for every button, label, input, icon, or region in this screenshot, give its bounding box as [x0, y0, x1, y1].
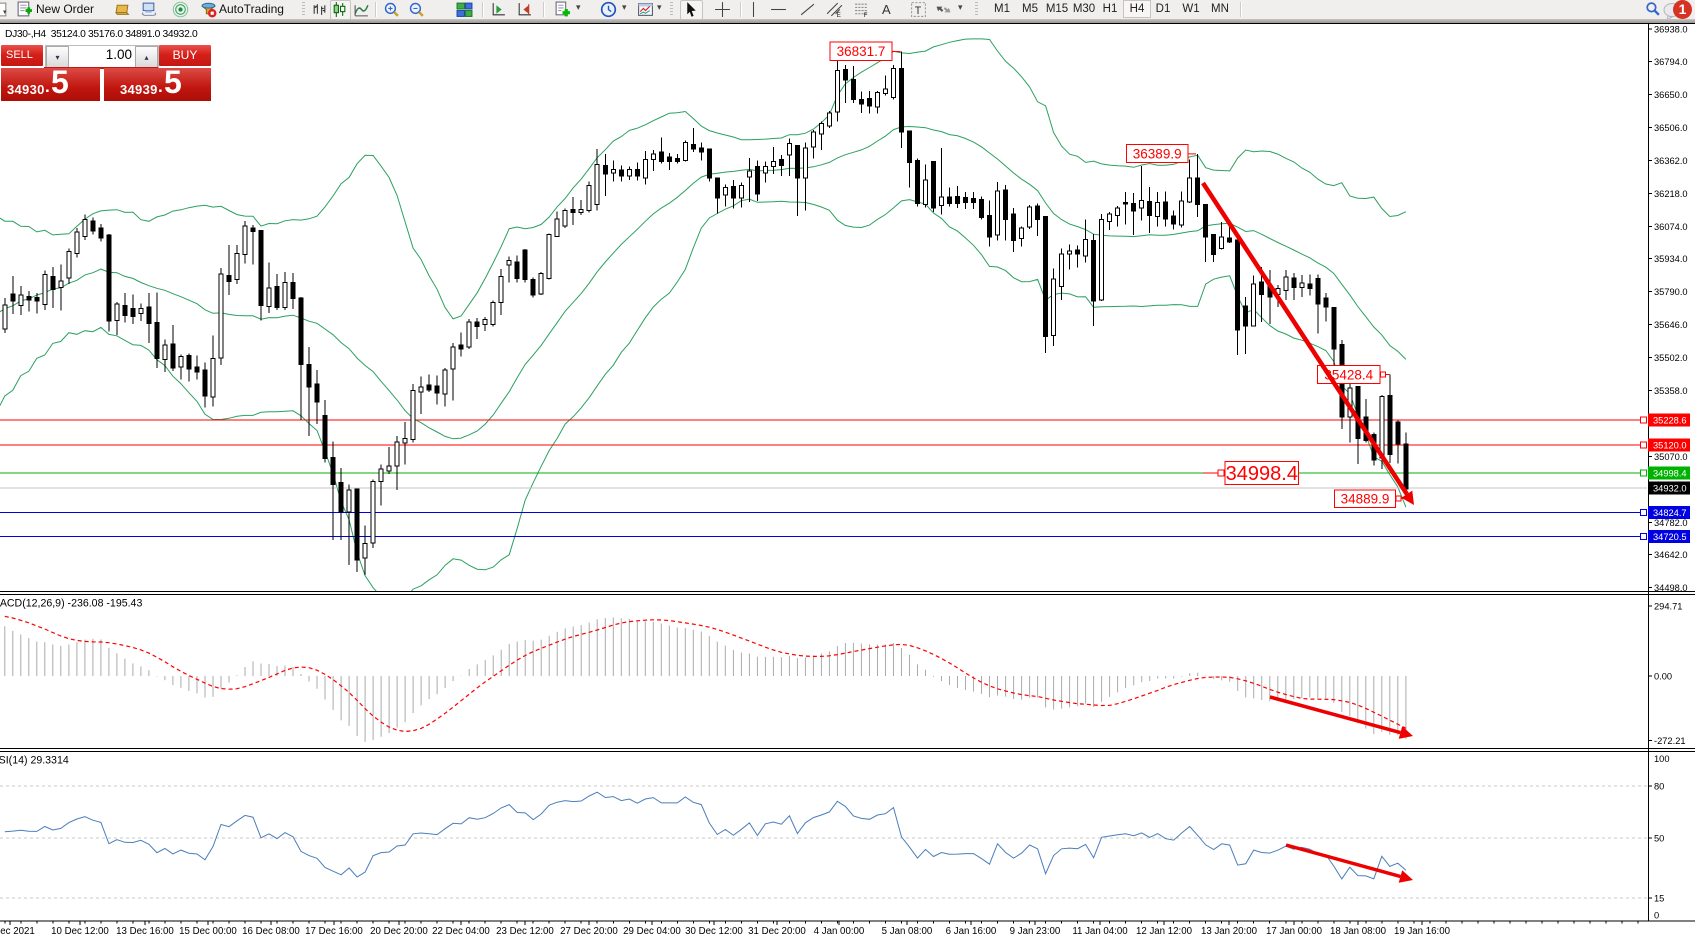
svg-text:35228.6: 35228.6	[1653, 416, 1687, 426]
svg-text:19 Jan 16:00: 19 Jan 16:00	[1394, 926, 1451, 937]
svg-text:36389.9: 36389.9	[1133, 146, 1182, 161]
svg-text:36362.0: 36362.0	[1654, 156, 1688, 166]
svg-text:10 Dec 12:00: 10 Dec 12:00	[51, 926, 109, 937]
svg-text:36831.7: 36831.7	[837, 44, 886, 59]
svg-text:36938.0: 36938.0	[1654, 24, 1688, 34]
svg-text:9 Jan 23:00: 9 Jan 23:00	[1010, 926, 1061, 937]
svg-text:23 Dec 12:00: 23 Dec 12:00	[496, 926, 554, 937]
svg-text:34782.0: 34782.0	[1654, 518, 1688, 528]
svg-text:34889.9: 34889.9	[1341, 492, 1390, 507]
svg-text:34932.0: 34932.0	[1653, 484, 1687, 494]
svg-text:36650.0: 36650.0	[1654, 90, 1688, 100]
svg-text:35120.0: 35120.0	[1653, 440, 1687, 450]
svg-text:35358.0: 35358.0	[1654, 386, 1688, 396]
svg-text:50: 50	[1654, 834, 1664, 844]
svg-text:MACD(12,26,9) -236.08 -195.43: MACD(12,26,9) -236.08 -195.43	[0, 598, 142, 610]
svg-text:34998.4: 34998.4	[1653, 468, 1687, 478]
svg-text:T: T	[915, 5, 922, 17]
svg-text:27 Dec 20:00: 27 Dec 20:00	[560, 926, 618, 937]
svg-text:34824.7: 34824.7	[1653, 508, 1687, 518]
svg-text:36218.0: 36218.0	[1654, 189, 1688, 199]
svg-text:80: 80	[1654, 782, 1664, 792]
svg-text:-272.21: -272.21	[1654, 736, 1686, 746]
svg-text:11 Jan 04:00: 11 Jan 04:00	[1072, 926, 1128, 937]
svg-text:17 Dec 16:00: 17 Dec 16:00	[305, 926, 363, 937]
svg-text:0.00: 0.00	[1654, 672, 1672, 682]
svg-text:4 Jan 00:00: 4 Jan 00:00	[814, 926, 865, 937]
svg-text:35646.0: 35646.0	[1654, 320, 1688, 330]
svg-text:100: 100	[1654, 754, 1670, 764]
svg-text:34720.5: 34720.5	[1653, 532, 1687, 542]
svg-text:9 Dec 2021: 9 Dec 2021	[0, 926, 35, 937]
svg-text:13 Dec 16:00: 13 Dec 16:00	[116, 926, 174, 937]
svg-text:18 Jan 08:00: 18 Jan 08:00	[1330, 926, 1387, 937]
svg-text:36506.0: 36506.0	[1654, 123, 1688, 133]
svg-text:16 Dec 08:00: 16 Dec 08:00	[242, 926, 300, 937]
svg-text:36794.0: 36794.0	[1654, 57, 1688, 67]
svg-text:35934.0: 35934.0	[1654, 254, 1688, 264]
svg-text:34642.0: 34642.0	[1654, 550, 1688, 560]
svg-text:31 Dec 20:00: 31 Dec 20:00	[748, 926, 806, 937]
svg-text:13 Jan 20:00: 13 Jan 20:00	[1201, 926, 1258, 937]
svg-text:35428.4: 35428.4	[1324, 367, 1373, 382]
svg-text:15 Dec 00:00: 15 Dec 00:00	[179, 926, 237, 937]
svg-text:15: 15	[1654, 894, 1664, 904]
svg-text:0: 0	[1654, 911, 1659, 921]
svg-text:5 Jan 08:00: 5 Jan 08:00	[882, 926, 933, 937]
svg-text:35070.0: 35070.0	[1654, 452, 1688, 462]
svg-text:294.71: 294.71	[1654, 602, 1682, 612]
svg-text:29 Dec 04:00: 29 Dec 04:00	[623, 926, 681, 937]
svg-text:34998.4: 34998.4	[1226, 463, 1298, 485]
svg-text:12 Jan 12:00: 12 Jan 12:00	[1136, 926, 1193, 937]
svg-text:35502.0: 35502.0	[1654, 353, 1688, 363]
svg-text:RSI(14) 29.3314: RSI(14) 29.3314	[0, 755, 69, 767]
svg-text:F: F	[864, 12, 868, 18]
svg-text:22 Dec 04:00: 22 Dec 04:00	[432, 926, 490, 937]
svg-text:17 Jan 00:00: 17 Jan 00:00	[1266, 926, 1323, 937]
svg-text:35790.0: 35790.0	[1654, 287, 1688, 297]
svg-text:30 Dec 12:00: 30 Dec 12:00	[685, 926, 743, 937]
svg-text:20 Dec 20:00: 20 Dec 20:00	[370, 926, 428, 937]
svg-text:6 Jan 16:00: 6 Jan 16:00	[946, 926, 997, 937]
svg-text:E: E	[837, 12, 841, 18]
svg-text:36074.0: 36074.0	[1654, 222, 1688, 232]
svg-text:34498.0: 34498.0	[1654, 583, 1688, 593]
